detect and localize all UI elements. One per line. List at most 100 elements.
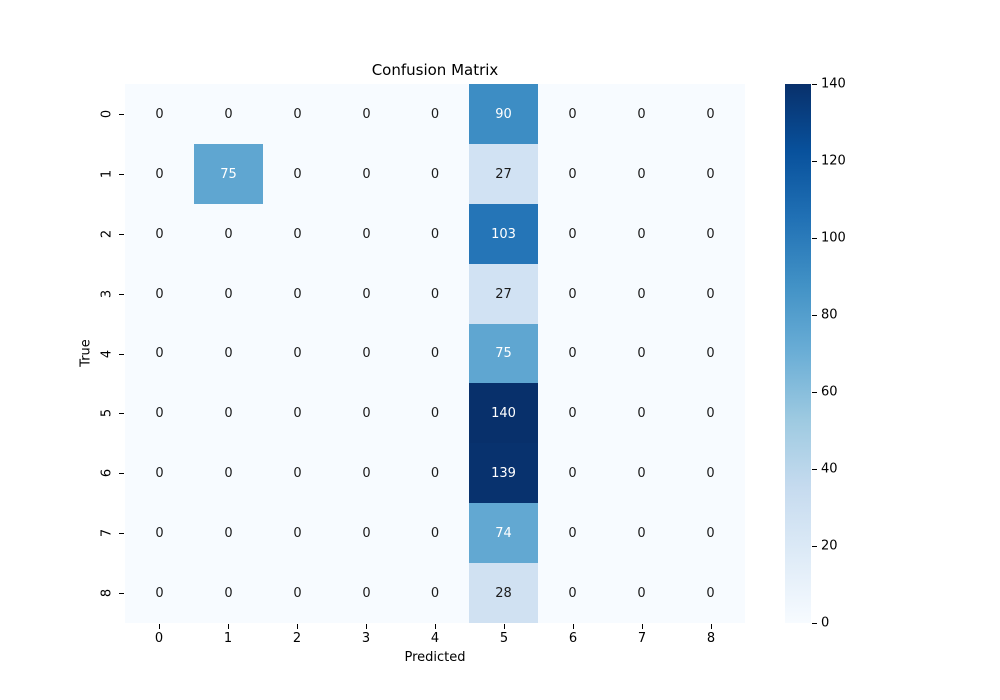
heatmap-cell: 0: [194, 563, 263, 623]
x-tick-mark: [711, 624, 712, 629]
y-tick-label: 0: [99, 109, 115, 119]
cell-value: 0: [430, 286, 440, 302]
colorbar-tick-mark: [812, 238, 817, 239]
heatmap-cell: 0: [676, 563, 745, 623]
heatmap-cell: 0: [676, 204, 745, 264]
heatmap-cell: 0: [332, 324, 401, 383]
cell-value: 139: [491, 465, 516, 481]
heatmap-cell: 0: [401, 84, 469, 144]
y-tick-label: 3: [99, 289, 115, 299]
heatmap-cell: 0: [263, 264, 332, 324]
heatmap-cell: 0: [607, 503, 676, 563]
cell-value: 0: [430, 405, 440, 421]
colorbar-tick-label: 40: [821, 461, 838, 477]
colorbar-tick-label: 100: [821, 230, 846, 246]
y-tick-mark: [119, 294, 124, 295]
colorbar-tick-label: 140: [821, 76, 846, 92]
cell-value: 0: [155, 226, 164, 242]
heatmap-cell: 140: [469, 383, 538, 443]
colorbar: [785, 84, 811, 623]
cell-value: 0: [568, 525, 577, 541]
cell-value: 0: [430, 465, 440, 481]
heatmap-cell: 0: [676, 264, 745, 324]
y-tick-mark: [119, 593, 124, 594]
colorbar-tick-mark: [812, 315, 817, 316]
heatmap-cell: 0: [607, 443, 676, 503]
heatmap-cell: 0: [538, 84, 607, 144]
cell-value: 0: [568, 405, 577, 421]
heatmap-cell: 0: [538, 563, 607, 623]
heatmap-cell: 0: [401, 204, 469, 264]
cell-value: 0: [293, 585, 302, 601]
cell-value: 0: [362, 405, 371, 421]
colorbar-tick-label: 20: [821, 538, 838, 554]
heatmap-cell: 0: [401, 144, 469, 204]
colorbar-tick-label: 80: [821, 307, 838, 323]
y-tick-label: 5: [99, 408, 115, 418]
heatmap-cell: 0: [538, 324, 607, 383]
cell-value: 0: [362, 585, 371, 601]
y-tick-mark: [119, 354, 124, 355]
cell-value: 0: [706, 226, 715, 242]
cell-value: 0: [362, 106, 371, 122]
x-tick-label: 7: [637, 631, 647, 646]
heatmap-cell: 0: [263, 503, 332, 563]
cell-value: 0: [155, 346, 164, 361]
y-tick-label: 4: [99, 349, 115, 359]
cell-value: 0: [155, 585, 164, 601]
heatmap-cell: 0: [194, 84, 263, 144]
heatmap-cell: 0: [125, 383, 194, 443]
x-tick-label: 8: [706, 631, 716, 646]
heatmap-cell: 28: [469, 563, 538, 623]
cell-value: 0: [362, 465, 371, 481]
cell-value: 0: [293, 465, 302, 481]
colorbar-tick-label: 0: [821, 615, 830, 631]
heatmap-cell: 139: [469, 443, 538, 503]
cell-value: 0: [224, 525, 233, 541]
y-tick-label: 2: [99, 229, 115, 239]
colorbar-tick-mark: [812, 161, 817, 162]
cell-value: 0: [224, 106, 233, 122]
heatmap-cell: 74: [469, 503, 538, 563]
cell-value: 0: [637, 166, 646, 182]
x-axis-label: Predicted: [404, 650, 466, 665]
heatmap-cell: 0: [607, 144, 676, 204]
cell-value: 0: [430, 346, 440, 361]
heatmap-cell: 0: [401, 383, 469, 443]
heatmap-cell: 0: [194, 264, 263, 324]
cell-value: 0: [706, 286, 715, 302]
cell-value: 0: [637, 346, 646, 361]
x-tick-label: 4: [430, 631, 440, 646]
heatmap-cell: 0: [538, 264, 607, 324]
heatmap-cell: 0: [538, 443, 607, 503]
heatmap-cell: 0: [676, 383, 745, 443]
cell-value: 0: [430, 166, 440, 182]
x-tick-mark: [159, 624, 160, 629]
cell-value: 0: [224, 465, 233, 481]
heatmap-cell: 0: [401, 264, 469, 324]
y-tick-label: 1: [99, 169, 115, 179]
cell-value: 0: [293, 226, 302, 242]
heatmap-cell: 0: [194, 443, 263, 503]
cell-value: 90: [495, 106, 512, 122]
x-tick-mark: [435, 624, 436, 629]
cell-value: 103: [491, 226, 516, 242]
heatmap-cell: 0: [263, 563, 332, 623]
cell-value: 0: [568, 465, 577, 481]
heatmap-plot-area: 0 0 0 0 0 90 0 0 0 0 75 0 0 0 27 0 0 0 0 0 0 0 0 103 0 0 0 0 0 0 0 0 27 0…: [125, 84, 745, 623]
cell-value: 0: [293, 106, 302, 122]
heatmap-cell: 0: [676, 144, 745, 204]
heatmap-cell: 0: [263, 324, 332, 383]
heatmap-cell: 0: [194, 204, 263, 264]
x-tick-mark: [366, 624, 367, 629]
colorbar-tick-mark: [812, 546, 817, 547]
cell-value: 28: [495, 585, 512, 601]
cell-value: 0: [362, 346, 371, 361]
heatmap-cell: 0: [194, 383, 263, 443]
cell-value: 75: [495, 346, 512, 361]
y-tick-mark: [119, 114, 124, 115]
cell-value: 0: [362, 525, 371, 541]
cell-value: 75: [220, 166, 237, 182]
heatmap-cell: 0: [607, 264, 676, 324]
